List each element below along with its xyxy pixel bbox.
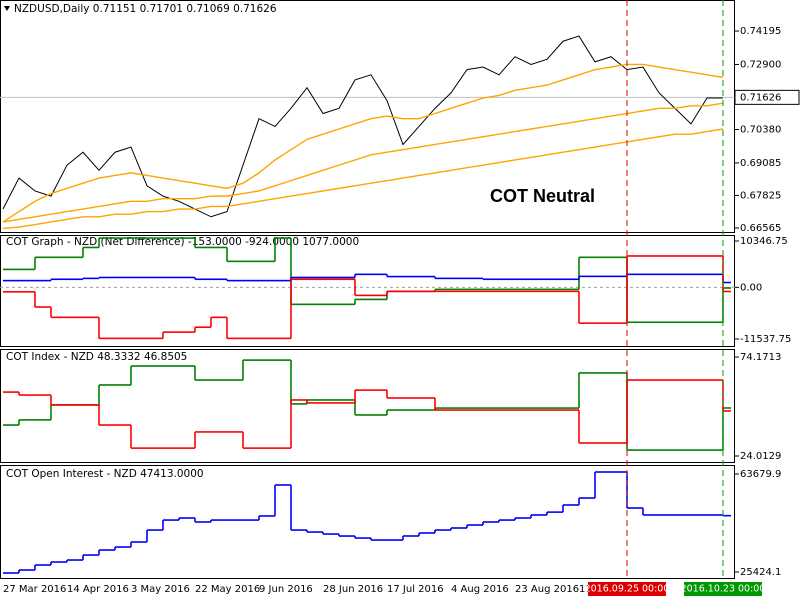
- price-label: 0.71626: [740, 92, 781, 103]
- x-tick-label: 3 May 2016: [131, 584, 190, 595]
- x-tick-label: 27 Mar 2016: [3, 584, 66, 595]
- marker-label: 2016.09.25 00:00: [585, 584, 670, 595]
- y-tick-label: 10346.75: [740, 236, 788, 247]
- y-tick-label: 25424.1: [740, 567, 781, 578]
- panel-title: COT Open Interest - NZD 47413.0000: [6, 468, 204, 480]
- panel-frame: [0, 349, 735, 463]
- marker-label-box: [684, 582, 762, 596]
- x-tick-label: 4 Aug 2016: [451, 584, 509, 595]
- x-tick-label: 22 May 2016: [195, 584, 260, 595]
- y-tick-label: 0.67825: [740, 190, 781, 201]
- y-tick-label: 0.74195: [740, 26, 781, 37]
- y-tick-label: 0.72900: [740, 59, 781, 70]
- price-line: [2, 35, 723, 218]
- y-tick-label: 63679.9: [740, 469, 781, 480]
- price-line: [2, 63, 724, 223]
- price-label-box: [734, 89, 800, 105]
- price-line: [2, 102, 724, 223]
- y-tick-label: -11537.75: [740, 334, 791, 345]
- panel-title: NZDUSD,Daily 0.71151 0.71701 0.71069 0.7…: [14, 3, 277, 15]
- x-tick-label: 17 Jul 2016: [387, 584, 444, 595]
- x-tick-label: 23 Aug 2016: [515, 584, 579, 595]
- y-tick-label: 0.00: [740, 282, 762, 293]
- y-tick-label: 0.69085: [740, 158, 781, 169]
- panel-title: COT Graph - NZD (Net Difference) -153.00…: [6, 236, 359, 248]
- marker-label-box: [588, 582, 666, 596]
- panel-frame: [0, 465, 735, 579]
- x-tick-label: 28 Jun 2016: [323, 584, 383, 595]
- x-tick-label: 9 Jun 2016: [259, 584, 313, 595]
- y-tick-label: 0.70380: [740, 125, 781, 136]
- panel-title: COT Index - NZD 48.3332 46.8505: [6, 351, 187, 363]
- y-tick-label: 74.1713: [740, 352, 781, 363]
- price-line: [2, 128, 724, 230]
- menu-triangle[interactable]: [4, 6, 10, 11]
- annotation: COT Neutral: [490, 186, 595, 206]
- y-tick-label: 24.0129: [740, 451, 781, 462]
- x-tick-label: 14 Apr 2016: [67, 584, 129, 595]
- y-tick-label: 0.66565: [740, 223, 781, 234]
- panel-frame: [0, 0, 735, 233]
- panel-frame: [0, 235, 735, 347]
- marker-label: 2016.10.23 00:00: [681, 584, 766, 595]
